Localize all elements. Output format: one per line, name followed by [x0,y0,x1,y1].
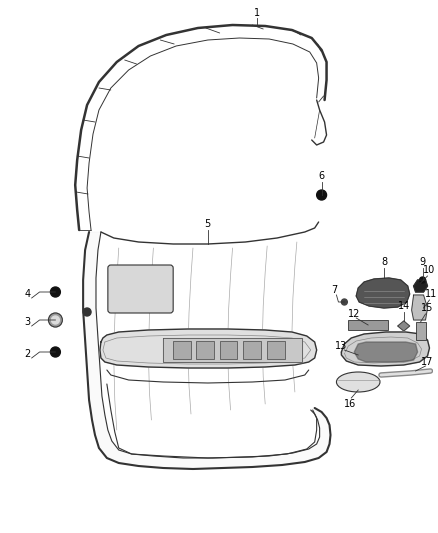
Text: 1: 1 [254,8,260,18]
Bar [173,341,191,359]
Text: 9: 9 [420,257,426,267]
Circle shape [317,190,327,200]
Polygon shape [83,232,331,469]
Polygon shape [412,295,427,320]
Bar [416,322,425,340]
Text: 3: 3 [25,317,31,327]
Text: 5: 5 [205,219,211,229]
Polygon shape [356,278,410,308]
Circle shape [83,308,91,316]
Bar [267,341,285,359]
Text: 10: 10 [424,265,436,275]
Circle shape [50,287,60,297]
Polygon shape [354,342,417,362]
Text: 11: 11 [425,289,438,299]
Text: 8: 8 [381,257,387,267]
Bar [220,341,237,359]
Text: 6: 6 [318,171,325,181]
Text: 2: 2 [25,349,31,359]
Text: 17: 17 [421,357,434,367]
Polygon shape [100,329,317,368]
Polygon shape [341,332,430,366]
FancyBboxPatch shape [108,265,173,313]
Text: 16: 16 [344,399,357,409]
Text: 14: 14 [398,301,410,311]
Circle shape [49,313,62,327]
Bar [196,341,214,359]
Text: 4: 4 [25,289,31,299]
Text: 7: 7 [331,285,338,295]
Text: 15: 15 [421,303,434,313]
Polygon shape [413,280,427,292]
Circle shape [420,277,425,283]
Text: 13: 13 [335,341,347,351]
Polygon shape [398,321,410,331]
Circle shape [341,299,347,305]
Circle shape [50,347,60,357]
Polygon shape [163,338,302,362]
Bar [348,320,388,330]
Text: 12: 12 [348,309,360,319]
Bar [244,341,261,359]
Ellipse shape [336,372,380,392]
Circle shape [51,316,60,324]
